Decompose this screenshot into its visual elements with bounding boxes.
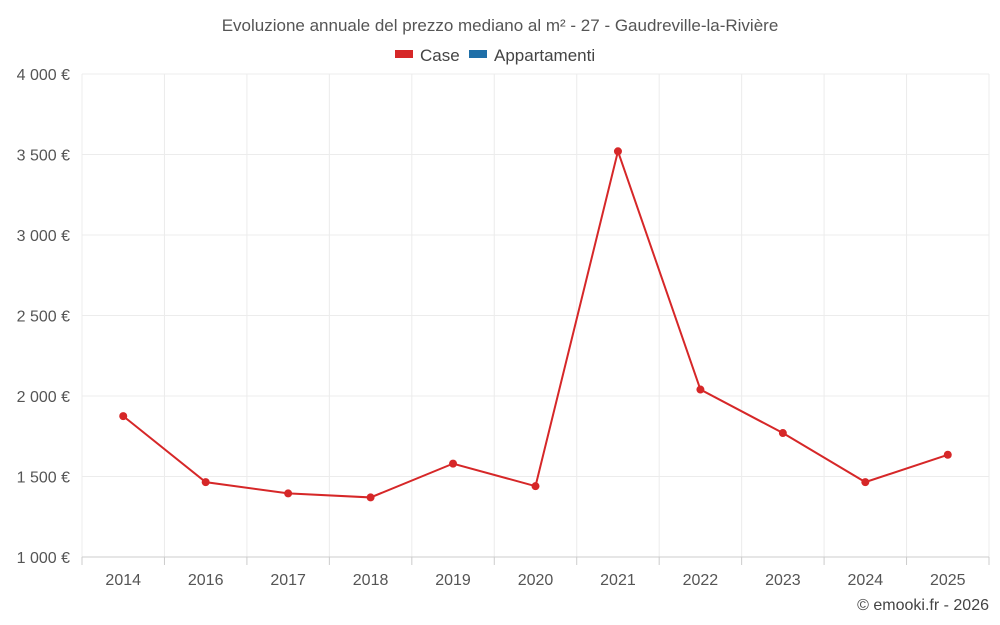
y-tick-label: 1 000 € (17, 550, 70, 567)
legend-item-case[interactable]: Case (395, 46, 460, 65)
data-point-case[interactable] (366, 493, 375, 502)
legend-item-appartamenti[interactable]: Appartamenti (469, 46, 595, 65)
x-tick-label: 2020 (518, 572, 554, 589)
data-point-case[interactable] (613, 147, 622, 156)
x-tick-label: 2025 (930, 572, 966, 589)
data-point-case[interactable] (531, 482, 540, 491)
y-tick-label: 3 000 € (17, 228, 70, 245)
credit-text: © emooki.fr - 2026 (857, 597, 989, 614)
data-point-case[interactable] (449, 459, 458, 468)
y-tick-label: 1 500 € (17, 470, 70, 487)
data-point-case[interactable] (284, 489, 293, 498)
x-tick-label: 2019 (435, 572, 471, 589)
y-tick-label: 2 000 € (17, 389, 70, 406)
x-tick-label: 2024 (848, 572, 884, 589)
axes: 1 000 € 1 500 € 2 000 € 2 500 € 3 000 € 3 500… (17, 67, 990, 589)
legend: Case Appartamenti (395, 46, 595, 65)
legend-swatch-case (395, 50, 413, 58)
data-point-case[interactable] (696, 385, 705, 394)
y-tick-label: 3 500 € (17, 148, 70, 165)
legend-swatch-appartamenti (469, 50, 487, 58)
series-case (119, 147, 952, 502)
data-point-case[interactable] (778, 429, 787, 438)
x-tick-label: 2023 (765, 572, 801, 589)
data-point-case[interactable] (943, 450, 952, 459)
data-point-case[interactable] (201, 478, 210, 487)
legend-label-case: Case (420, 46, 460, 65)
x-tick-label: 2022 (683, 572, 719, 589)
x-tick-label: 2017 (270, 572, 306, 589)
x-tick-label: 2016 (188, 572, 224, 589)
data-point-case[interactable] (861, 478, 870, 487)
data-point-case[interactable] (119, 412, 128, 421)
x-tick-label: 2014 (105, 572, 141, 589)
legend-label-appartamenti: Appartamenti (494, 46, 595, 65)
y-tick-label: 2 500 € (17, 309, 70, 326)
chart-title: Evoluzione annuale del prezzo mediano al… (222, 16, 779, 35)
x-tick-label: 2021 (600, 572, 636, 589)
y-tick-label: 4 000 € (17, 67, 70, 84)
x-tick-label: 2018 (353, 572, 389, 589)
